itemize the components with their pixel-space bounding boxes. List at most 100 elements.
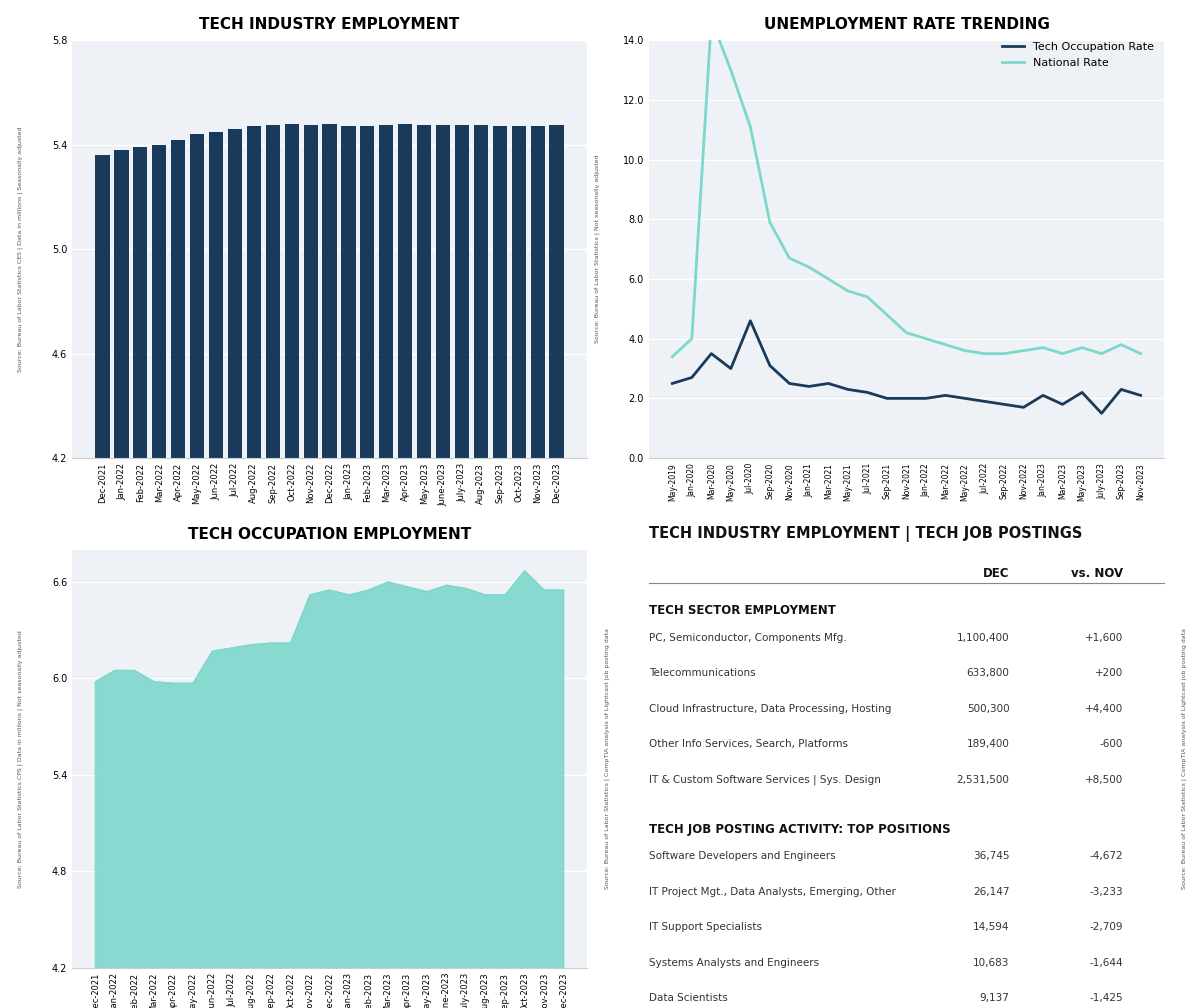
National Rate [938,339,953,351]
Tech Occupation Rate [1016,401,1031,413]
Tech Occupation Rate [1094,407,1109,419]
Text: 10,683: 10,683 [973,958,1009,968]
Text: IT Project Mgt., Data Analysts, Emerging, Other: IT Project Mgt., Data Analysts, Emerging… [649,887,895,897]
Tech Occupation Rate [704,348,719,360]
Text: +1,600: +1,600 [1085,633,1123,643]
Tech Occupation Rate [860,386,875,398]
Tech Occupation Rate [782,377,797,389]
Line: Tech Occupation Rate: Tech Occupation Rate [672,321,1140,413]
Tech Occupation Rate [997,398,1012,410]
Bar [247,126,260,1008]
Bar [114,150,128,1008]
Text: IT & Custom Software Services | Sys. Design: IT & Custom Software Services | Sys. Des… [649,775,881,785]
Tech Occupation Rate [685,371,700,383]
Bar [436,125,450,1008]
Text: Software Developers and Engineers: Software Developers and Engineers [649,851,835,861]
Bar [455,125,469,1008]
Text: DEC: DEC [983,566,1009,580]
National Rate [782,252,797,264]
Text: Source: Bureau of Labor Statistics CES | Data in millions | Seasonally adjusted: Source: Bureau of Labor Statistics CES |… [18,126,23,372]
National Rate [899,327,913,339]
Tech Occupation Rate [821,377,835,389]
National Rate [1094,348,1109,360]
Tech Occupation Rate [841,383,856,395]
Text: 36,745: 36,745 [973,851,1009,861]
Text: TECH JOB POSTING ACTIVITY: TOP POSITIONS: TECH JOB POSTING ACTIVITY: TOP POSITIONS [649,823,950,836]
Bar [133,147,148,1008]
National Rate [1036,342,1050,354]
Text: TECH SECTOR EMPLOYMENT: TECH SECTOR EMPLOYMENT [649,604,835,617]
Tech Occupation Rate [802,380,816,392]
Text: 26,147: 26,147 [973,887,1009,897]
National Rate [763,217,778,229]
Text: 1,100,400: 1,100,400 [956,633,1009,643]
Text: Data Scientists: Data Scientists [649,993,727,1003]
Text: Other Info Services, Search, Platforms: Other Info Services, Search, Platforms [649,739,848,749]
Text: Telecommunications: Telecommunications [649,668,756,678]
Tech Occupation Rate [724,363,738,375]
Tech Occupation Rate [977,395,991,407]
Bar [511,126,526,1008]
Text: -1,425: -1,425 [1090,993,1123,1003]
Bar [323,124,337,1008]
National Rate [704,13,719,25]
Tech Occupation Rate [763,360,778,372]
Tech Occupation Rate [1133,389,1147,401]
Bar [360,126,374,1008]
Tech Occupation Rate [1075,386,1090,398]
Text: Source: Bureau of Labor Statistics | CompTIA analysis of Lightcast job posting d: Source: Bureau of Labor Statistics | Com… [1182,628,1187,889]
Bar [550,125,564,1008]
Legend: Tech Occupation Rate, National Rate: Tech Occupation Rate, National Rate [997,37,1158,72]
Tech Occupation Rate [1055,398,1069,410]
Bar [530,126,545,1008]
Tech Occupation Rate [958,392,972,404]
Bar [152,145,167,1008]
Text: -4,672: -4,672 [1090,851,1123,861]
National Rate [880,308,894,321]
Tech Occupation Rate [938,389,953,401]
National Rate [841,285,856,297]
Title: TECH INDUSTRY EMPLOYMENT: TECH INDUSTRY EMPLOYMENT [199,17,460,32]
Bar [474,125,488,1008]
National Rate [1075,342,1090,354]
National Rate [1016,345,1031,357]
National Rate [821,273,835,285]
Text: Source: Bureau of Labor Statistics | Not seasonally adjusted: Source: Bureau of Labor Statistics | Not… [595,155,600,344]
Bar [304,125,318,1008]
Title: UNEMPLOYMENT RATE TRENDING: UNEMPLOYMENT RATE TRENDING [763,17,1049,32]
National Rate [958,345,972,357]
Text: -1,644: -1,644 [1090,958,1123,968]
Tech Occupation Rate [665,377,679,389]
Bar [172,139,185,1008]
Text: IT Support Specialists: IT Support Specialists [649,922,762,932]
National Rate [743,121,757,133]
Bar [96,155,109,1008]
Text: PC, Semiconductor, Components Mfg.: PC, Semiconductor, Components Mfg. [649,633,846,643]
Bar [265,125,280,1008]
Tech Occupation Rate [1036,389,1050,401]
Bar [284,124,299,1008]
Title: TECH OCCUPATION EMPLOYMENT: TECH OCCUPATION EMPLOYMENT [188,527,472,542]
National Rate [919,333,934,345]
Text: Systems Analysts and Engineers: Systems Analysts and Engineers [649,958,820,968]
Bar [398,124,413,1008]
Text: -3,233: -3,233 [1090,887,1123,897]
Tech Occupation Rate [919,392,934,404]
Text: Cloud Infrastructure, Data Processing, Hosting: Cloud Infrastructure, Data Processing, H… [649,704,892,714]
Bar [209,132,223,1008]
Text: 189,400: 189,400 [966,739,1009,749]
Text: -600: -600 [1099,739,1123,749]
National Rate [977,348,991,360]
Text: vs. NOV: vs. NOV [1070,566,1123,580]
National Rate [860,291,875,303]
National Rate [685,333,700,345]
Text: +8,500: +8,500 [1085,775,1123,784]
National Rate [1133,348,1147,360]
Text: Source: Bureau of Labor Statistics CPS | Data in millions | Not seasonally adjus: Source: Bureau of Labor Statistics CPS |… [18,630,23,888]
Text: +200: +200 [1094,668,1123,678]
National Rate [665,351,679,363]
Line: National Rate: National Rate [672,19,1140,357]
National Rate [724,65,738,77]
Bar [418,125,431,1008]
Tech Occupation Rate [880,392,894,404]
